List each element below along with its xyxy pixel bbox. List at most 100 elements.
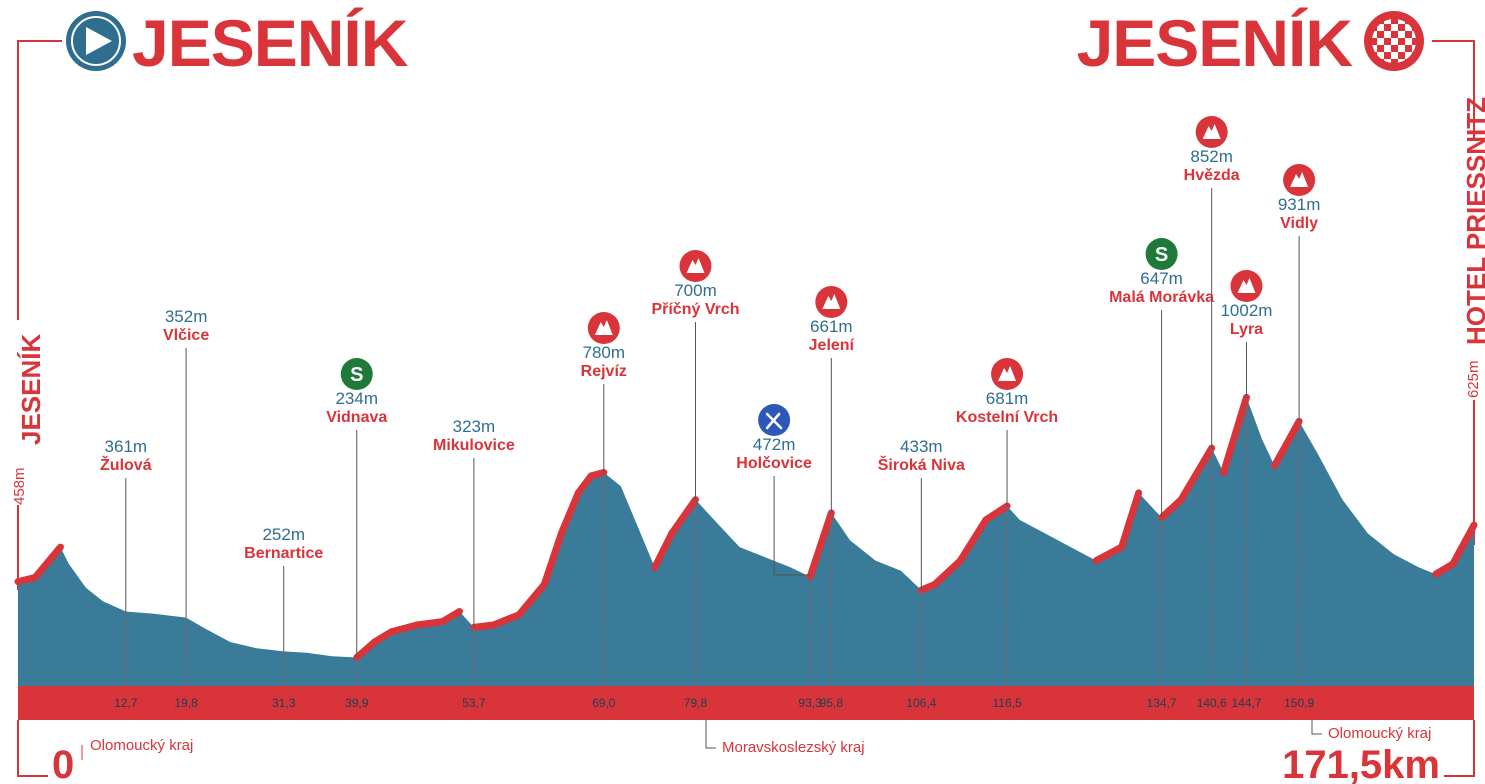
tick-label: 116,5 <box>992 696 1021 710</box>
finish-side-label: HOTEL PRIESSNITZ <box>1461 97 1485 345</box>
mountain-icon-peak <box>1290 172 1309 187</box>
marker-altitude: 780m <box>583 343 626 362</box>
sprint-icon-letter: S <box>1155 244 1168 266</box>
tick-label: 79,8 <box>684 696 708 710</box>
start-km: 0 <box>52 743 74 784</box>
climb-segment <box>1220 393 1250 477</box>
mountain-icon <box>1230 270 1263 302</box>
marker-place: Holčovice <box>736 455 812 472</box>
climb-segment <box>413 618 446 629</box>
marker-altitude: 361m <box>105 437 148 456</box>
marker-altitude: 1002m <box>1220 301 1272 320</box>
flag-square <box>1377 52 1384 59</box>
flag-square <box>1377 38 1384 45</box>
right-frame-line <box>1432 40 1475 140</box>
profile-area <box>18 397 1474 686</box>
flag-square <box>1398 19 1405 24</box>
sprint-icon-bg <box>1145 238 1178 270</box>
climb-segment <box>353 638 379 662</box>
start-play-icon <box>66 11 126 71</box>
marker-altitude: 852m <box>1190 147 1233 166</box>
flag-square <box>1398 45 1405 52</box>
marker-altitude: 433m <box>900 437 943 456</box>
tick-label: 19,8 <box>174 696 198 710</box>
start-side-alt-group: 458m <box>11 467 28 505</box>
flag-square <box>1372 45 1377 52</box>
mountain-icon-peak <box>1237 278 1256 293</box>
marker-altitude: 234m <box>335 389 378 408</box>
mountain-icon-peak <box>1202 124 1221 139</box>
tick-labels: 12,7 19,8 31,3 39,9 53,7 69,0 79,8 93,395,8 106,… <box>114 696 1314 710</box>
finish-side-alt-group: 625m <box>1465 360 1482 398</box>
climb-segment <box>1092 543 1126 565</box>
flag-square <box>1398 31 1405 38</box>
finish-km: 171,5km <box>1282 743 1440 784</box>
start-title: JESENÍK <box>132 6 409 80</box>
mountain-icon <box>815 286 848 318</box>
flag-square <box>1384 19 1391 24</box>
marker-place: Lyra <box>1230 321 1263 338</box>
tick-label: 53,7 <box>462 696 486 710</box>
marker-place: Žulová <box>100 455 152 474</box>
markers: 361mŽulová352mVlčice252mBernartice234mVi… <box>100 116 1320 686</box>
tick-label: 31,3 <box>272 696 296 710</box>
tick-label: 134,7 <box>1147 696 1177 710</box>
marker-altitude: 472m <box>753 435 796 454</box>
marker-place: Vlčice <box>163 327 209 344</box>
feed-icon-knife <box>765 412 783 430</box>
climb-segment <box>438 607 463 626</box>
tick-label: 93,3 <box>798 696 822 710</box>
climb-segment <box>982 502 1011 524</box>
mountain-icon-peak <box>998 366 1017 381</box>
start-side-name: JESENÍK <box>16 334 46 445</box>
sprint-icon: S <box>340 358 373 390</box>
flag-square <box>1405 38 1412 45</box>
climb-segment <box>668 496 699 538</box>
flag-square <box>1398 59 1405 63</box>
marker-place: Kostelní Vrch <box>956 409 1058 426</box>
climb-segment <box>388 621 421 636</box>
climb-segment <box>1449 521 1478 568</box>
mountain-icon <box>1283 164 1316 196</box>
flag-square <box>1384 31 1391 38</box>
sprint-icon-letter: S <box>350 364 363 386</box>
marker-altitude: 661m <box>810 317 853 336</box>
flag-square <box>1384 45 1391 52</box>
marker-place: Mikulovice <box>433 437 515 454</box>
mountain-icon <box>1195 116 1228 148</box>
tick-label: 144,7 <box>1231 696 1261 710</box>
tick-label: 140,6 <box>1197 696 1227 710</box>
climb-segments <box>14 393 1478 662</box>
tick-label: 39,9 <box>345 696 369 710</box>
sprint-icon-bg <box>340 358 373 390</box>
marker-altitude: 931m <box>1278 195 1321 214</box>
marker-place: Vidnava <box>326 409 387 426</box>
mountain-icon <box>587 312 620 344</box>
mid-region: Moravskoslezský kraj <box>722 739 865 756</box>
marker-altitude: 352m <box>165 307 208 326</box>
start-side-alt: 458m <box>11 467 28 505</box>
climb-segment <box>48 543 64 561</box>
flag-square <box>1372 31 1377 38</box>
tick-label: 12,7 <box>114 696 138 710</box>
finish-title: JESENÍK <box>1077 6 1354 80</box>
mid-region-bracket <box>705 720 716 749</box>
marker-place: Hvězda <box>1184 167 1240 184</box>
climb-segment <box>515 580 548 619</box>
marker-line-7 <box>773 476 811 576</box>
marker-place: Malá Morávka <box>1109 289 1214 306</box>
mountain-icon <box>679 250 712 282</box>
sprint-icon: S <box>1145 238 1178 270</box>
flag-square <box>1412 45 1416 52</box>
climb-segment <box>1270 417 1303 470</box>
mountain-icon-peak <box>686 258 705 273</box>
climb-segment <box>31 553 56 582</box>
climb-segment <box>1158 496 1185 522</box>
tick-label: 106,4 <box>906 696 936 710</box>
flag-square <box>1384 59 1391 63</box>
marker-place: Široká Niva <box>878 455 965 474</box>
tick-label: 69,0 <box>592 696 616 710</box>
marker-place: Příčný Vrch <box>651 301 739 318</box>
